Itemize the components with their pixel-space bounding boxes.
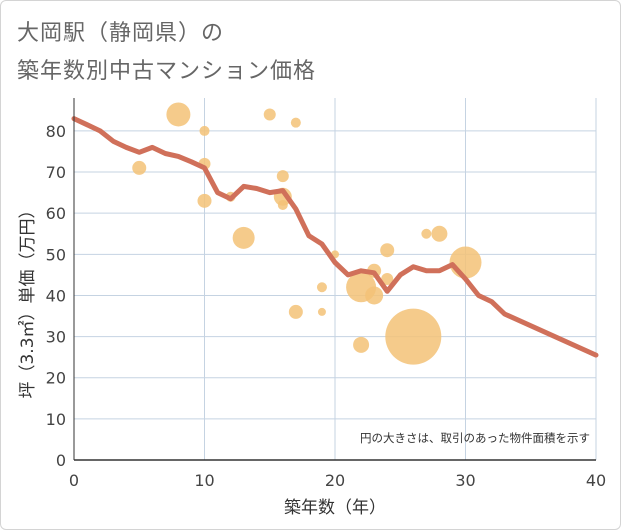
y-axis-label: 坪（3.3㎡）単価（万円） bbox=[18, 201, 38, 398]
axes-layer: 0 10 20 30 40 50 60 70 80 0 10 20 30 40 bbox=[46, 98, 606, 490]
data-point bbox=[199, 125, 210, 136]
bubble-size-note: 円の大きさは、取引のあった物件面積を示す bbox=[360, 431, 590, 445]
data-point bbox=[380, 243, 395, 258]
data-point bbox=[316, 282, 327, 293]
x-tick-label: 40 bbox=[586, 471, 606, 490]
x-tick-label: 30 bbox=[455, 471, 475, 490]
data-point bbox=[132, 160, 147, 175]
y-tick-label: 10 bbox=[46, 410, 66, 429]
data-point bbox=[421, 228, 432, 239]
data-point bbox=[317, 307, 326, 316]
y-tick-label: 70 bbox=[46, 163, 66, 182]
data-point bbox=[277, 199, 288, 210]
data-point bbox=[365, 286, 384, 305]
average-price-line bbox=[71, 116, 599, 358]
y-tick-label: 0 bbox=[56, 451, 66, 470]
x-tick-label: 10 bbox=[194, 471, 214, 490]
data-point bbox=[431, 225, 448, 242]
y-tick-label: 40 bbox=[46, 286, 66, 305]
chart-title-line1: 大岡駅（静岡県）の bbox=[17, 21, 225, 46]
x-tick-label: 20 bbox=[325, 471, 345, 490]
x-tick-label: 0 bbox=[69, 471, 79, 490]
y-tick-label: 80 bbox=[46, 122, 66, 141]
chart-title-line2: 築年数別中古マンション価格 bbox=[17, 59, 317, 84]
y-tick-label: 20 bbox=[46, 369, 66, 388]
data-point bbox=[263, 108, 276, 121]
data-point bbox=[353, 336, 370, 353]
average-line-layer bbox=[71, 116, 599, 358]
data-point bbox=[276, 170, 289, 183]
data-point bbox=[232, 226, 255, 249]
data-point bbox=[288, 304, 303, 319]
data-point bbox=[166, 102, 191, 127]
data-point bbox=[385, 308, 442, 365]
grid-lines bbox=[74, 98, 597, 460]
y-tick-label: 60 bbox=[46, 204, 66, 223]
data-point bbox=[449, 246, 482, 279]
data-point bbox=[290, 117, 301, 128]
y-tick-label: 30 bbox=[46, 328, 66, 347]
data-point bbox=[381, 273, 394, 285]
y-tick-label: 50 bbox=[46, 245, 66, 264]
x-axis-label: 築年数（年） bbox=[284, 498, 386, 518]
data-point bbox=[197, 193, 212, 208]
